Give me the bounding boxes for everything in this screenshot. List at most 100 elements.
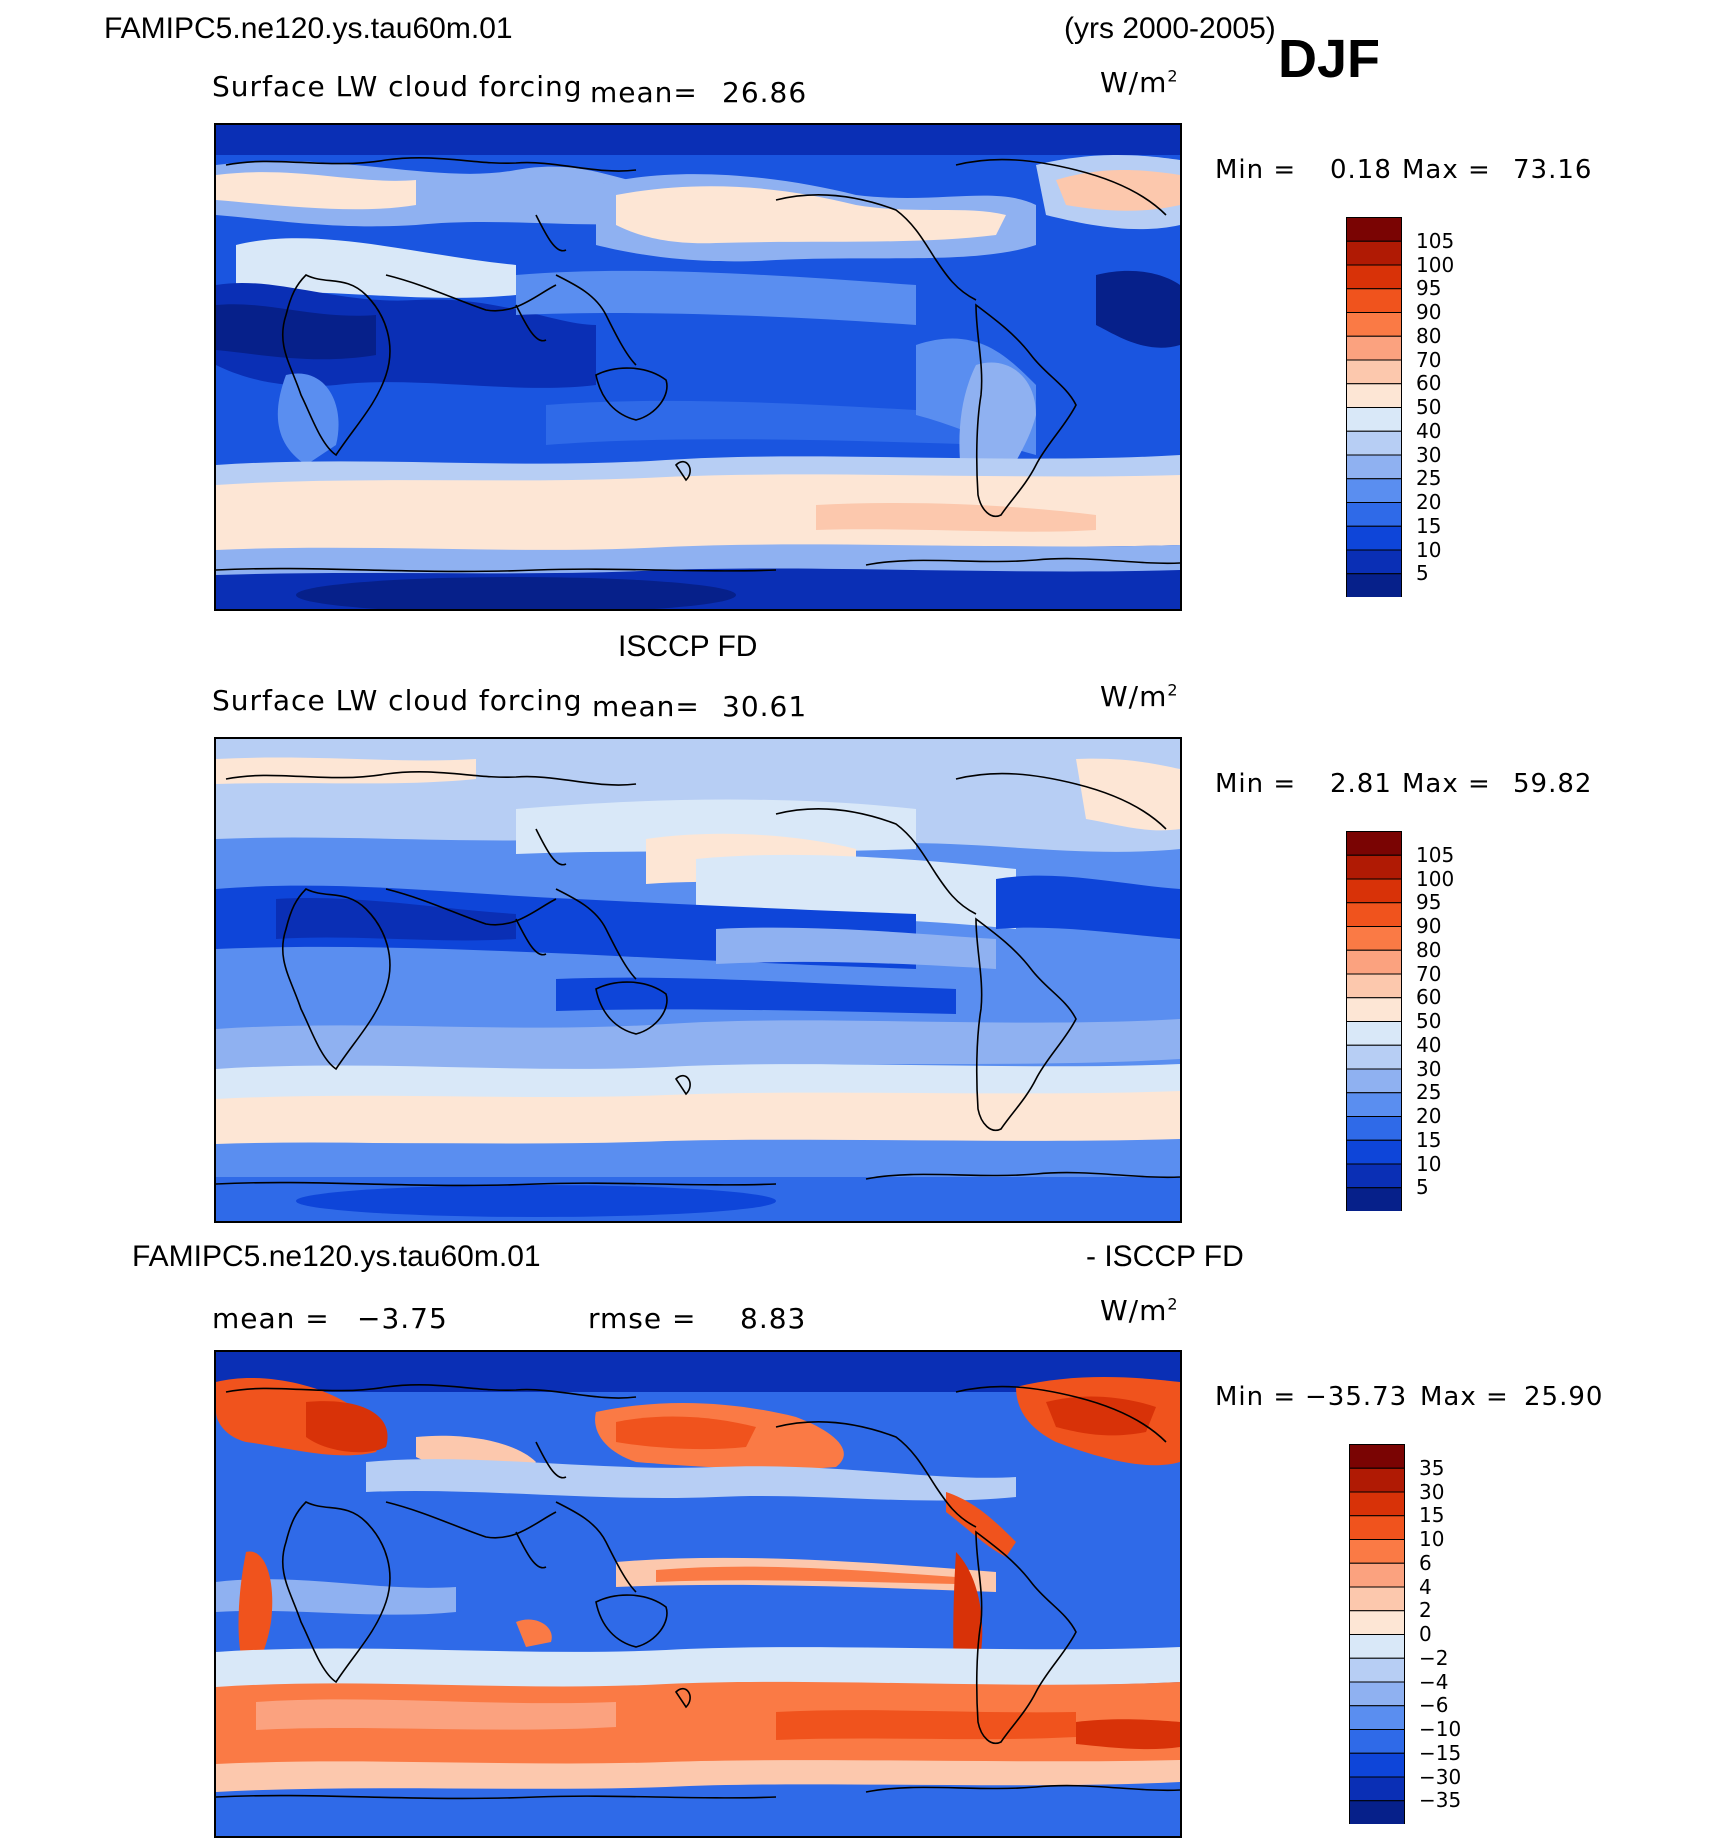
panel1-min-label: Min =	[1215, 155, 1297, 185]
colorbar-tick-label: 90	[1416, 914, 1442, 938]
panel2-map	[214, 737, 1182, 1223]
colorbar-box	[1346, 973, 1402, 999]
panel3-max-value: 25.90	[1524, 1382, 1604, 1412]
colorbar-box	[1346, 926, 1402, 951]
colorbar-box	[1346, 407, 1402, 432]
colorbar-box	[1346, 1044, 1402, 1070]
colorbar-tick-label: −10	[1419, 1717, 1462, 1741]
colorbar-tick-label: 5	[1416, 561, 1429, 586]
colorbar-box	[1346, 573, 1402, 598]
colorbar-tick-label: 105	[1416, 842, 1455, 867]
panel1-units: W/m2	[1100, 66, 1179, 99]
colorbar-tick-label: 30	[1416, 442, 1442, 467]
colorbar-box	[1349, 1705, 1405, 1730]
panel3-mean-value: −3.75	[357, 1302, 448, 1335]
panel2-colorbar	[1346, 831, 1402, 1212]
colorbar-tick-label: 15	[1416, 1127, 1442, 1152]
colorbar-tick-label: 60	[1416, 985, 1442, 1010]
colorbar-tick-label: 35	[1419, 1455, 1445, 1480]
colorbar-tick-label: 60	[1416, 371, 1442, 396]
colorbar-box	[1346, 240, 1402, 266]
panel3-title-right: - ISCCP FD	[1086, 1240, 1244, 1273]
colorbar-box	[1346, 549, 1402, 575]
colorbar-tick-label: −30	[1419, 1764, 1462, 1789]
panel3-map	[214, 1350, 1182, 1838]
panel3-rmse-value: 8.83	[740, 1302, 807, 1335]
colorbar-box	[1349, 1562, 1405, 1588]
colorbar-tick-label: 4	[1419, 1574, 1432, 1599]
colorbar-box	[1349, 1586, 1405, 1612]
panel1-map-field	[216, 125, 1180, 609]
colorbar-tick-label: 90	[1416, 300, 1442, 324]
panel2-title: ISCCP FD	[618, 630, 758, 663]
colorbar-box	[1349, 1752, 1405, 1778]
colorbar-box	[1346, 335, 1402, 361]
panel1-colorbar	[1346, 217, 1402, 598]
colorbar-box	[1349, 1657, 1405, 1683]
panel1-field-label: Surface LW cloud forcing	[212, 70, 583, 103]
colorbar-box	[1346, 1187, 1402, 1212]
colorbar-svg	[1349, 1444, 1405, 1825]
colorbar-tick-label: −15	[1419, 1740, 1462, 1765]
colorbar-box	[1349, 1515, 1405, 1540]
case-title: FAMIPC5.ne120.ys.tau60m.01	[104, 12, 513, 45]
colorbar-tick-label: 80	[1416, 937, 1442, 962]
colorbar-svg	[1346, 831, 1402, 1212]
colorbar-tick-label: 95	[1416, 890, 1442, 915]
colorbar-box	[1346, 217, 1402, 242]
colorbar-tick-label: 80	[1416, 323, 1442, 348]
panel3-min-value: −35.73	[1305, 1382, 1408, 1412]
colorbar-box	[1346, 359, 1402, 385]
panel2-max-label: Max =	[1402, 769, 1491, 799]
panel2-map-field	[216, 739, 1180, 1221]
colorbar-tick-label: 30	[1419, 1479, 1445, 1504]
colorbar-box	[1346, 1139, 1402, 1165]
colorbar-tick-label: 20	[1416, 1104, 1442, 1128]
panel2-max-value: 59.82	[1513, 769, 1593, 799]
panel2-mean-label: mean=	[592, 690, 700, 723]
colorbar-box	[1349, 1634, 1405, 1659]
colorbar-box	[1346, 1021, 1402, 1046]
colorbar-tick-label: 70	[1416, 961, 1442, 986]
colorbar-tick-label: −4	[1419, 1669, 1449, 1694]
colorbar-tick-label: 95	[1416, 276, 1442, 301]
panel1-max-label: Max =	[1402, 155, 1491, 185]
colorbar-tick-label: 50	[1416, 395, 1442, 419]
season-label: DJF	[1278, 29, 1381, 89]
colorbar-tick-label: 10	[1419, 1527, 1445, 1551]
colorbar-tick-label: 15	[1419, 1503, 1445, 1528]
colorbar-box	[1346, 949, 1402, 975]
colorbar-box	[1349, 1681, 1405, 1707]
colorbar-svg	[1346, 217, 1402, 598]
colorbar-tick-label: 10	[1416, 1151, 1442, 1176]
colorbar-box	[1349, 1776, 1405, 1802]
years-label: (yrs 2000-2005)	[1064, 12, 1276, 45]
colorbar-box	[1349, 1729, 1405, 1754]
colorbar-tick-label: 5	[1416, 1175, 1429, 1200]
panel1-max-value: 73.16	[1513, 155, 1593, 185]
colorbar-tick-label: −6	[1419, 1693, 1449, 1718]
colorbar-tick-label: 100	[1416, 866, 1455, 891]
panel2-field-label: Surface LW cloud forcing	[212, 684, 583, 717]
colorbar-box	[1346, 1163, 1402, 1189]
panel3-rmse-label: rmse =	[588, 1302, 697, 1335]
colorbar-tick-label: 10	[1416, 537, 1442, 562]
colorbar-box	[1346, 854, 1402, 880]
colorbar-tick-label: −2	[1419, 1645, 1449, 1670]
panel2-units: W/m2	[1100, 680, 1179, 713]
colorbar-box	[1346, 430, 1402, 456]
colorbar-box	[1346, 264, 1402, 290]
colorbar-box	[1349, 1467, 1405, 1493]
colorbar-box	[1346, 1116, 1402, 1141]
panel1-mean-label: mean=	[590, 76, 698, 109]
colorbar-box	[1346, 831, 1402, 856]
colorbar-tick-label: 30	[1416, 1056, 1442, 1081]
colorbar-tick-label: 70	[1416, 347, 1442, 372]
colorbar-tick-label: 100	[1416, 252, 1455, 277]
panel3-units: W/m2	[1100, 1294, 1179, 1327]
colorbar-box	[1346, 997, 1402, 1022]
colorbar-box	[1349, 1491, 1405, 1517]
colorbar-tick-label: 40	[1416, 1032, 1442, 1057]
colorbar-box	[1349, 1800, 1405, 1825]
panel3-map-field	[216, 1352, 1180, 1836]
